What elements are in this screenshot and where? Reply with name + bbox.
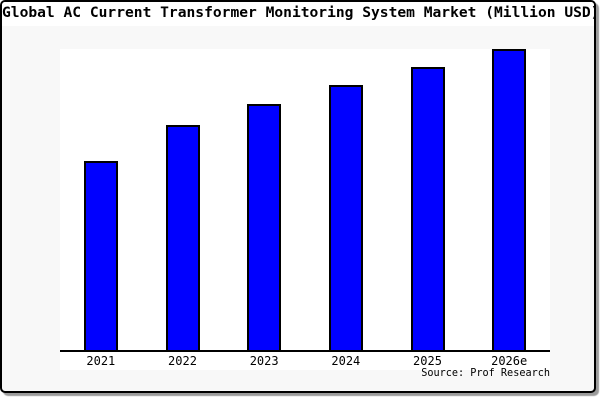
bars-layer xyxy=(60,49,550,352)
chart-card: Global AC Current Transformer Monitoring… xyxy=(0,0,596,393)
x-tick-label-2021: 2021 xyxy=(86,354,116,368)
bar-2021 xyxy=(83,161,118,352)
bar-2023 xyxy=(247,104,282,352)
x-tick-label-2024: 2024 xyxy=(331,354,361,368)
x-tick-label-2023: 2023 xyxy=(249,354,279,368)
bar-2022 xyxy=(165,125,200,352)
bar-2025 xyxy=(410,67,445,352)
source-attribution: Source: Prof Research xyxy=(421,368,550,379)
x-tick-label-2025: 2025 xyxy=(413,354,442,368)
chart-title: Global AC Current Transformer Monitoring… xyxy=(2,2,594,26)
x-axis-line xyxy=(60,350,550,352)
bar-2026e xyxy=(492,49,527,352)
x-tick-label-2022: 2022 xyxy=(168,354,197,368)
x-tick-label-2026e: 2026e xyxy=(491,354,528,368)
bar-2024 xyxy=(328,85,363,352)
plot-area: 2021 2022 2023 2024 2025 2026e xyxy=(60,49,550,370)
